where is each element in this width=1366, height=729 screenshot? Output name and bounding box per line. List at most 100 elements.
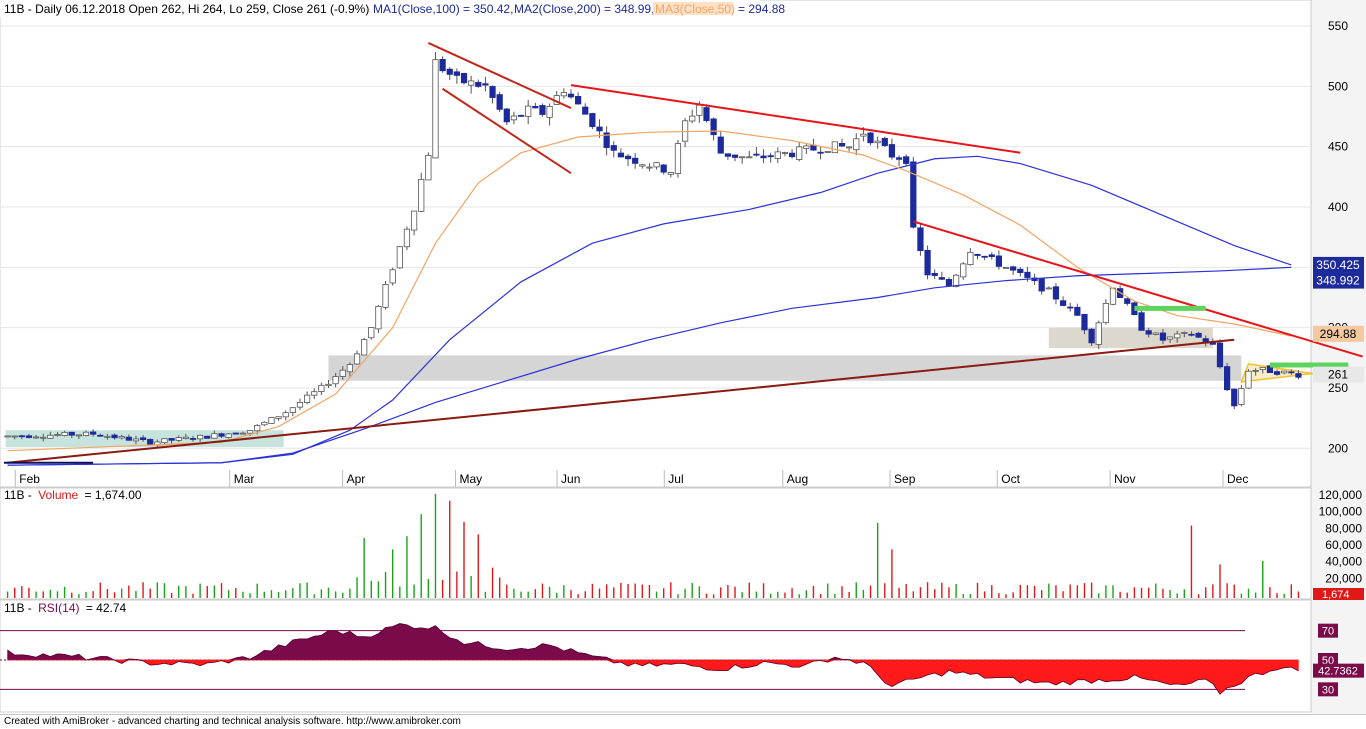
candle-body xyxy=(4,435,11,438)
candle-body xyxy=(368,327,375,339)
candle-body xyxy=(475,81,482,87)
candle-body xyxy=(168,438,175,441)
volume-tick-label: 60,000 xyxy=(1325,538,1362,552)
candle-body xyxy=(739,156,746,159)
candle-body xyxy=(952,274,960,287)
candle-body xyxy=(97,434,104,437)
candle-body xyxy=(582,106,589,115)
candle-body xyxy=(197,434,204,440)
candle-body xyxy=(853,138,860,151)
candle-body xyxy=(1102,303,1109,324)
candle-body xyxy=(724,153,731,157)
trendline xyxy=(570,84,1021,154)
candle-body xyxy=(846,146,853,149)
ma1-badge: 350.425 xyxy=(1316,258,1360,272)
volume-bars xyxy=(6,493,1300,598)
candle-body xyxy=(125,436,132,441)
candle-body xyxy=(1024,271,1031,278)
candle-body xyxy=(639,164,646,167)
candle-body xyxy=(753,153,760,156)
candle-body xyxy=(25,435,33,438)
candle-body xyxy=(40,436,47,439)
candle-body xyxy=(781,152,789,154)
month-axis: Feb Mar Apr May Jun Jul Aug Sep Oct Nov Dec xyxy=(14,470,1248,487)
candle-body xyxy=(760,155,767,159)
candle-body xyxy=(439,58,446,72)
candle-body xyxy=(788,152,796,158)
candle-body xyxy=(1273,371,1281,375)
trendline xyxy=(913,220,1363,358)
candle-body xyxy=(289,407,296,414)
volume-header: 11B - Volume = 1,674.00 xyxy=(4,488,142,502)
candle-body xyxy=(1195,332,1202,338)
candle-body xyxy=(246,430,254,434)
candle-body xyxy=(774,151,781,159)
header-ma1: MA1(Close,100) = 350.42, xyxy=(373,2,513,16)
candle-body xyxy=(767,155,774,158)
header-ma3-value: = 294.88 xyxy=(738,2,785,16)
candle-body xyxy=(624,155,632,160)
candle-body xyxy=(482,83,489,86)
price-pane: 550500450400350300250200 FebMarAprMayJun… xyxy=(0,0,1364,488)
candle-body xyxy=(988,254,995,257)
candle-body xyxy=(1088,328,1095,344)
candle-body xyxy=(453,71,460,76)
candle-body xyxy=(1281,370,1288,374)
candle-body xyxy=(296,402,304,408)
volume-pane: 120,000100,00080,00060,00040,00020,0000 … xyxy=(0,487,1364,602)
candle-body xyxy=(311,391,318,396)
candle-body xyxy=(132,438,140,442)
candle-body xyxy=(617,152,625,158)
month-label: Aug xyxy=(787,472,808,486)
candle-body xyxy=(995,255,1003,267)
candle-body xyxy=(1259,366,1266,370)
ma1-badge-bg xyxy=(1313,256,1364,273)
candle-body xyxy=(403,228,411,248)
candle-body xyxy=(325,383,332,386)
ma2-badge: 348.992 xyxy=(1316,274,1360,288)
candle-body xyxy=(967,251,974,266)
close-badge: 261 xyxy=(1328,368,1348,382)
candle-body xyxy=(111,434,118,439)
candle-body xyxy=(710,118,717,136)
candle-body xyxy=(860,133,867,137)
candle-body xyxy=(211,433,218,439)
rsi-tick-label: 30 xyxy=(1322,684,1334,696)
trendline xyxy=(427,42,572,109)
candle-body xyxy=(339,369,346,377)
candle-body xyxy=(1124,298,1131,304)
candle-body xyxy=(1074,306,1081,316)
price-candles xyxy=(4,51,1302,448)
candle-body xyxy=(796,146,803,160)
price-tick-label: 400 xyxy=(1328,200,1348,214)
candle-body xyxy=(653,162,660,168)
candle-body xyxy=(425,154,432,181)
month-label: Oct xyxy=(1001,472,1020,486)
volume-tick-label: 20,000 xyxy=(1325,571,1362,585)
candle-body xyxy=(546,106,553,118)
candle-body xyxy=(1095,322,1102,345)
price-chart-canvas[interactable]: 550500450400350300250200 FebMarAprMayJun… xyxy=(0,0,1366,714)
footer-credit: Created with AmiBroker - advanced charti… xyxy=(0,714,1366,728)
candle-body xyxy=(874,140,881,144)
close-badge-bg xyxy=(1313,366,1364,383)
candle-body xyxy=(696,104,703,116)
rsi-tick-bg xyxy=(1318,623,1338,638)
candle-body xyxy=(32,436,40,439)
candle-body xyxy=(510,115,518,121)
candle-body xyxy=(468,80,475,86)
candle-body xyxy=(446,68,453,75)
candle-body xyxy=(232,432,239,435)
candle-body xyxy=(104,435,111,438)
candle-body xyxy=(703,107,710,121)
volume-tick-label: 120,000 xyxy=(1319,488,1363,502)
rsi-tick-bg xyxy=(1318,653,1338,667)
candle-body xyxy=(225,433,232,438)
rsi-line xyxy=(7,623,1299,695)
candle-body xyxy=(389,269,396,284)
candle-body xyxy=(1002,267,1010,269)
rsi-tick-bg xyxy=(1318,682,1338,697)
candle-body xyxy=(646,166,653,169)
header-price-info: 11B - Daily 06.12.2018 Open 262, Hi 264,… xyxy=(4,2,369,16)
trendline xyxy=(7,338,1235,464)
